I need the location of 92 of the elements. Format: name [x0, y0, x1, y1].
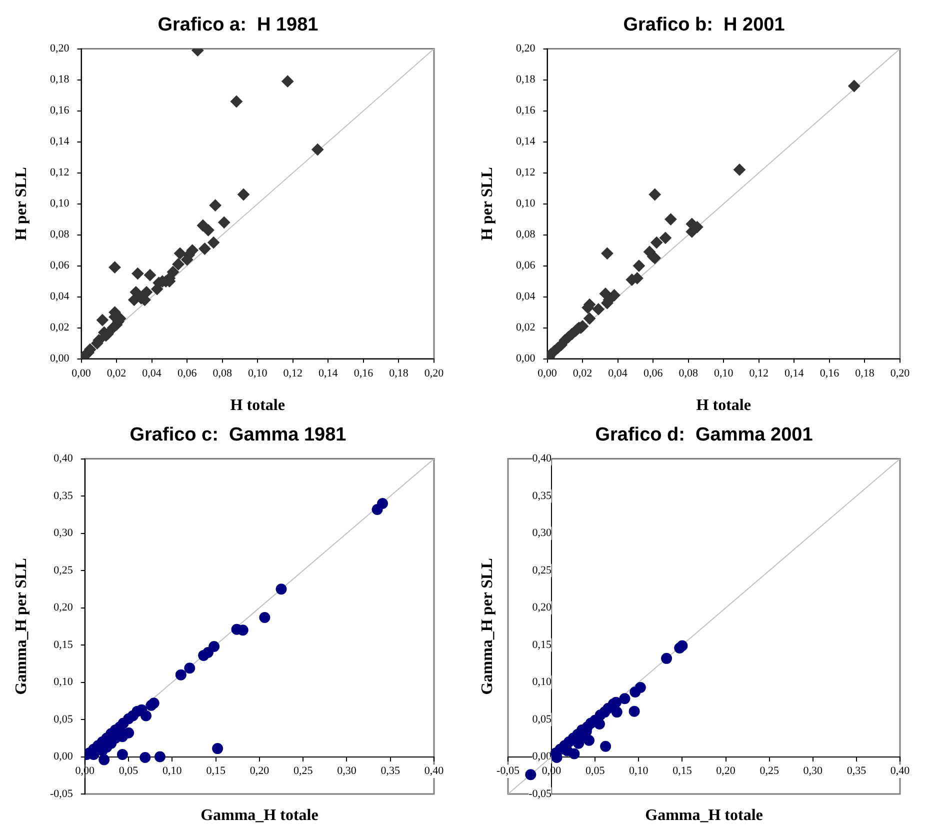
x-tick-label: 0,04 [608, 367, 628, 380]
y-tick-label: 0,15 [532, 638, 552, 651]
x-tick-label: 0,10 [714, 367, 734, 380]
y-tick-label: 0,12 [516, 166, 536, 179]
y-tick-label: 0,04 [516, 290, 536, 303]
y-tick-label: -0,05 [50, 788, 74, 800]
y-tick-label: 0,08 [50, 228, 70, 241]
x-tick-label: 0,14 [318, 367, 338, 380]
y-tick-label: 0,12 [50, 166, 70, 179]
x-axis-title: Gamma_H totale [200, 807, 318, 824]
x-tick-label: 0,40 [890, 765, 910, 778]
x-tick-label: 0,12 [283, 367, 303, 380]
x-tick-label: 0,25 [293, 765, 314, 778]
y-tick-label: 0,04 [50, 290, 70, 303]
y-tick-label: 0,16 [516, 104, 536, 117]
y-tick-label: 0,00 [516, 352, 536, 365]
x-tick-label: 0,20 [890, 367, 910, 380]
y-tick-label: 0,00 [532, 750, 552, 763]
y-axis-title: H per SLL [13, 167, 30, 241]
x-tick-label: 0,10 [629, 765, 649, 778]
y-tick-label: 0,30 [532, 527, 552, 540]
y-tick-label: 0,40 [532, 452, 552, 465]
chart-title: Grafico b: H 2001 [623, 14, 786, 36]
x-tick-label: 0,05 [585, 765, 606, 778]
y-tick-label: 0,00 [54, 750, 74, 763]
y-tick-label: 0,02 [50, 322, 70, 334]
y-axis-title: Gamma_H per SLL [479, 558, 496, 695]
x-axis-title: Gamma_H totale [645, 807, 763, 824]
y-tick-label: 0,10 [516, 198, 536, 210]
y-tick-label: 0,10 [50, 198, 70, 210]
x-tick-label: 0,30 [337, 765, 357, 778]
x-tick-label: 0,16 [820, 367, 840, 380]
x-tick-label: -0,05 [496, 765, 520, 778]
x-axis-title: H totale [230, 397, 285, 414]
x-tick-label: 0,14 [784, 367, 804, 380]
x-tick-label: 0,06 [643, 367, 664, 380]
y-tick-label: 0,25 [532, 564, 552, 576]
x-tick-label: 0,08 [678, 367, 698, 380]
x-tick-label: 0,40 [424, 765, 444, 778]
y-tick-label: 0,40 [54, 452, 74, 465]
x-tick-label: 0,18 [855, 367, 875, 380]
chart-title: Grafico c: Gamma 1981 [130, 424, 347, 446]
x-tick-label: 0,00 [72, 367, 92, 380]
y-tick-label: 0,18 [516, 74, 536, 86]
x-tick-label: 0,12 [749, 367, 769, 380]
x-tick-label: 0,20 [250, 765, 270, 778]
x-tick-label: 0,02 [572, 367, 592, 380]
x-tick-label: 0,15 [672, 765, 692, 778]
y-tick-label: 0,20 [532, 602, 552, 614]
x-tick-label: 0,20 [424, 367, 444, 380]
x-tick-label: 0,04 [142, 367, 162, 380]
x-tick-label: 0,05 [118, 765, 139, 778]
y-tick-label: 0,06 [516, 260, 536, 272]
x-tick-label: 0,10 [162, 765, 182, 778]
x-tick-label: 0,18 [389, 367, 409, 380]
y-tick-label: 0,05 [532, 713, 552, 726]
y-tick-label: 0,10 [54, 676, 74, 688]
x-tick-label: 0,06 [177, 367, 198, 380]
y-tick-label: 0,20 [516, 42, 536, 55]
y-tick-label: -0,05 [528, 788, 552, 800]
y-tick-label: 0,06 [50, 260, 70, 272]
y-tick-label: 0,30 [54, 527, 74, 540]
x-tick-label: 0,35 [846, 765, 867, 778]
y-tick-label: 0,10 [532, 676, 552, 688]
chart-title: Grafico a: H 1981 [158, 14, 319, 36]
y-tick-label: 0,18 [50, 74, 70, 86]
x-tick-label: 0,15 [206, 765, 226, 778]
x-tick-label: 0,30 [803, 765, 824, 778]
chart-title: Grafico d: Gamma 2001 [595, 424, 814, 446]
x-tick-label: 0,10 [248, 367, 268, 380]
y-tick-label: 0,20 [50, 42, 70, 55]
y-tick-label: 0,25 [54, 564, 74, 576]
x-tick-label: 0,08 [212, 367, 232, 380]
y-tick-label: 0,14 [50, 136, 70, 148]
y-axis-title: Gamma_H per SLL [13, 558, 30, 695]
y-tick-label: 0,16 [50, 104, 70, 117]
y-tick-label: 0,20 [54, 602, 74, 614]
x-tick-label: 0,20 [716, 765, 736, 778]
y-tick-label: 0,08 [516, 228, 536, 241]
y-tick-label: 0,00 [50, 352, 70, 365]
y-axis-title: H per SLL [479, 167, 496, 241]
x-tick-label: 0,16 [354, 367, 374, 380]
y-tick-label: 0,35 [532, 490, 552, 502]
y-tick-label: 0,35 [54, 490, 74, 502]
x-tick-label: 0,35 [380, 765, 400, 778]
x-axis-title: H totale [696, 397, 751, 414]
y-tick-label: 0,02 [516, 322, 536, 334]
y-tick-label: 0,14 [516, 136, 536, 148]
x-tick-label: 0,25 [760, 765, 780, 778]
x-tick-label: 0,02 [106, 367, 126, 380]
y-tick-label: 0,05 [54, 713, 74, 726]
y-tick-label: 0,15 [54, 638, 74, 651]
